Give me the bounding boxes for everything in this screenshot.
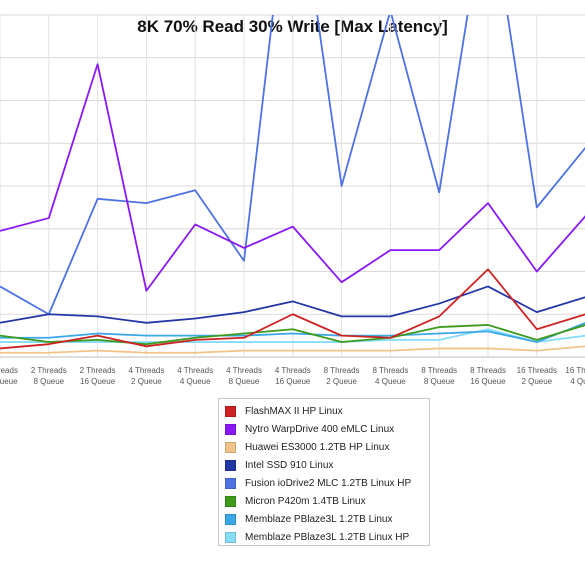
series-line-flashmax-ii-hp-linux <box>0 268 585 350</box>
x-tick-label: 4 Threads 8 Queue <box>226 366 262 386</box>
legend-swatch <box>225 513 236 525</box>
legend-item: Huawei ES3000 1.2TB HP Linux <box>225 438 429 456</box>
x-tick-label: 4 Threads 4 Queue <box>177 366 213 386</box>
legend-swatch <box>225 477 236 489</box>
legend-item: Memblaze PBlaze3L 1.2TB Linux HP <box>225 528 429 546</box>
x-tick-label: 4 Threads 2 Queue <box>128 366 164 386</box>
x-tick-label: 16 Threads 2 Queue <box>517 366 557 386</box>
legend-label: FlashMAX II HP Linux <box>245 405 343 417</box>
legend-swatch <box>225 459 236 471</box>
legend-item: Memblaze PBlaze3L 1.2TB Linux <box>225 510 429 528</box>
series-line-fusion-iodrive2-mlc-1-2tb-linux-hp <box>0 15 585 316</box>
x-tick-label: 2 Threads 8 Queue <box>31 366 67 386</box>
x-tick-label: 8 Threads 8 Queue <box>421 366 457 386</box>
series-lines <box>0 15 585 354</box>
x-tick-label: 8 Threads 4 Queue <box>372 366 408 386</box>
x-tick-label: 2 Threads 16 Queue <box>80 366 116 386</box>
legend-swatch <box>225 405 236 417</box>
legend-label: Micron P420m 1.4TB Linux <box>245 495 366 507</box>
legend-swatch <box>225 423 236 435</box>
series-line-memblaze-pblaze3l-1-2tb-linux <box>0 322 585 343</box>
legend-item: Nytro WarpDrive 400 eMLC Linux <box>225 420 429 438</box>
x-tick-label: 8 Threads 2 Queue <box>324 366 360 386</box>
legend-item: FlashMAX II HP Linux <box>225 402 429 420</box>
legend: FlashMAX II HP Linux Nytro WarpDrive 400 … <box>218 398 430 546</box>
series-line-intel-ssd-910-linux <box>0 285 585 324</box>
series-line-memblaze-pblaze3l-1-2tb-linux-hp <box>0 328 585 343</box>
series-line-nytro-warpdrive-400-emlc-linux <box>0 63 585 292</box>
legend-swatch <box>225 531 236 543</box>
legend-item: Micron P420m 1.4TB Linux <box>225 492 429 510</box>
legend-label: Memblaze PBlaze3L 1.2TB Linux HP <box>245 531 410 543</box>
legend-swatch <box>225 441 236 453</box>
legend-label: Memblaze PBlaze3L 1.2TB Linux <box>245 513 393 525</box>
legend-label: Huawei ES3000 1.2TB HP Linux <box>245 441 390 453</box>
x-tick-label: 8 Threads 16 Queue <box>470 366 506 386</box>
series-line-micron-p420m-1-4tb-linux <box>0 324 585 346</box>
x-tick-label: 4 Threads 16 Queue <box>275 366 311 386</box>
legend-item: Intel SSD 910 Linux <box>225 456 429 474</box>
legend-label: Fusion ioDrive2 MLC 1.2TB Linux HP <box>245 477 412 489</box>
series-line-huawei-es3000-1-2tb-hp-linux <box>0 345 585 354</box>
legend-label: Nytro WarpDrive 400 eMLC Linux <box>245 423 395 435</box>
legend-swatch <box>225 495 236 507</box>
legend-label: Intel SSD 910 Linux <box>245 459 334 471</box>
grid-lines <box>0 14 585 358</box>
legend-item: Fusion ioDrive2 MLC 1.2TB Linux HP <box>225 474 429 492</box>
